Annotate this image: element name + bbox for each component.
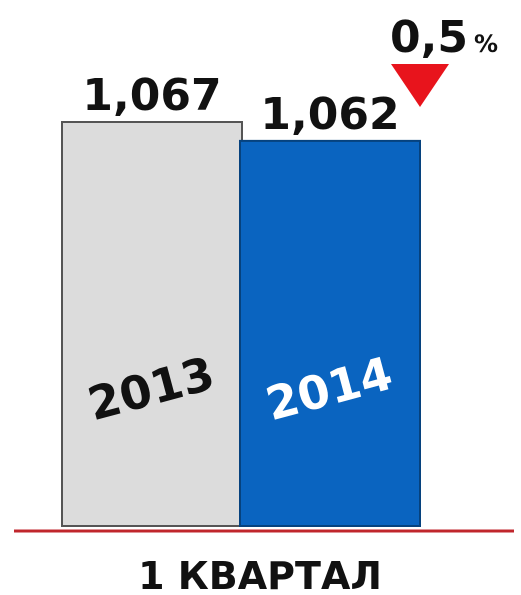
value-label-2014: 1,062 (260, 89, 399, 140)
value-label-2013: 1,067 (82, 70, 221, 121)
change-unit-label: % (474, 30, 498, 58)
change-value-label: 0,5 (390, 12, 468, 63)
down-arrow-icon (391, 64, 449, 107)
bar-2013 (61, 121, 243, 527)
bar-2014 (239, 139, 421, 527)
x-axis-label: 1 КВАРТАЛ (138, 554, 382, 595)
